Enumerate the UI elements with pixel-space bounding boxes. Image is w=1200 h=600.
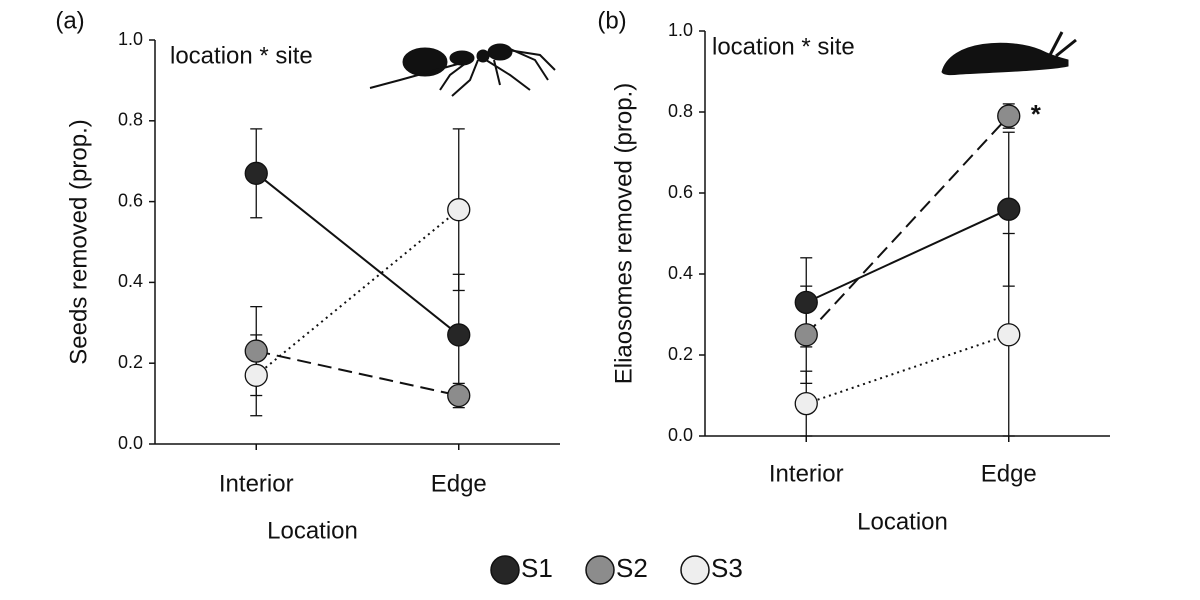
x-axis-label: Location (857, 508, 948, 535)
x-axis-label: Location (267, 517, 358, 544)
significance-mark: * (1031, 99, 1042, 129)
point (794, 290, 818, 315)
y-tick-label: 0.2 (118, 352, 143, 372)
y-tick-label: 0.6 (118, 190, 143, 210)
annotation: location * site (170, 42, 313, 69)
point (244, 161, 268, 185)
series-line (255, 208, 460, 377)
legend-label: S1 (521, 553, 553, 583)
panel-label: (b) (597, 7, 626, 34)
series-line (805, 333, 1010, 405)
legend-marker (585, 555, 615, 585)
legend-label: S3 (711, 553, 743, 583)
y-tick-label: 0.4 (118, 271, 143, 291)
point (997, 323, 1021, 347)
annotation: location * site (712, 33, 855, 60)
y-tick-label: 0.0 (668, 425, 693, 445)
legend-label: S2 (616, 553, 648, 583)
point (794, 391, 818, 416)
y-tick-label: 1.0 (668, 20, 693, 40)
ant-icon (369, 43, 556, 97)
point (244, 339, 268, 363)
y-tick-label: 0.6 (668, 182, 693, 202)
point (447, 198, 471, 222)
slug-icon (941, 31, 1077, 76)
y-tick-label: 0.8 (118, 110, 143, 130)
legend-marker (680, 555, 710, 585)
series-line (805, 208, 1010, 304)
y-tick-label: 0.4 (668, 263, 693, 283)
x-tick-label: Interior (219, 470, 294, 497)
point (244, 363, 268, 387)
point (447, 323, 471, 347)
point (794, 323, 818, 347)
y-axis-label: Seeds removed (prop.) (65, 119, 92, 364)
point (997, 104, 1021, 128)
y-tick-label: 0.0 (118, 433, 143, 453)
x-tick-label: Edge (981, 460, 1037, 487)
x-tick-label: Edge (431, 470, 487, 497)
y-tick-label: 0.2 (668, 344, 693, 364)
y-axis-label: Eliaosomes removed (prop.) (610, 83, 637, 384)
series-line (256, 350, 459, 397)
y-tick-label: 0.8 (668, 101, 693, 121)
panel-label: (a) (55, 7, 84, 34)
y-tick-label: 1.0 (118, 29, 143, 49)
point (447, 383, 471, 408)
x-tick-label: Interior (769, 460, 844, 487)
legend-marker (490, 555, 520, 585)
series-line (255, 172, 460, 336)
point (997, 197, 1021, 221)
series-line (805, 115, 1010, 336)
